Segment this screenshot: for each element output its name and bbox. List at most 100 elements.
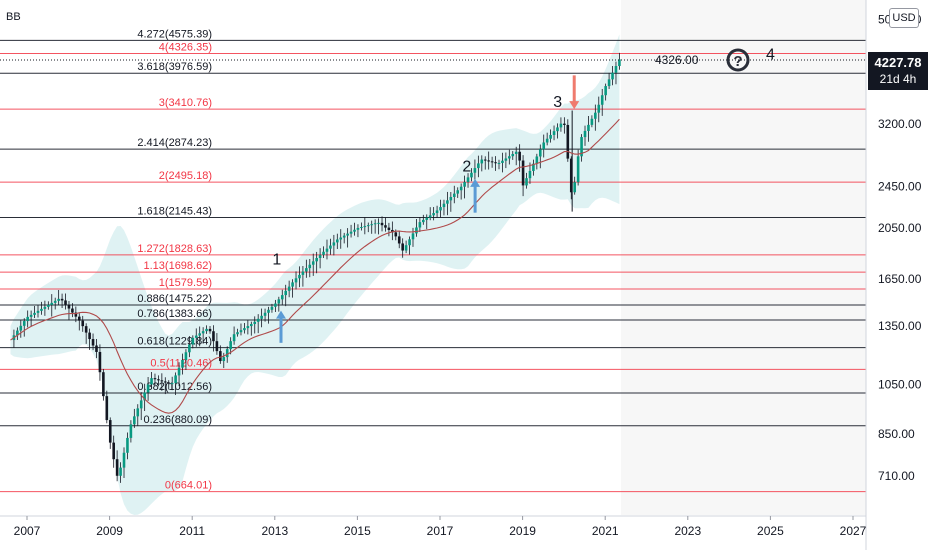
candle-body — [373, 223, 377, 225]
current-price-value: 4227.78 — [874, 55, 922, 70]
candle-body — [291, 282, 294, 287]
fib-level-label: 0.786(1383.66) — [137, 308, 212, 320]
candle-body — [607, 79, 611, 87]
candle-body — [356, 227, 360, 230]
candle-body — [439, 207, 442, 211]
candle-body — [428, 215, 432, 218]
fib-level-label: 1.618(2145.43) — [137, 205, 212, 217]
candle-body — [404, 245, 408, 251]
bar-countdown: 21d 4h — [879, 72, 917, 86]
candle-body — [256, 318, 260, 322]
time-axis[interactable]: 2007 2009 2011 2013 2015 2017 2019 2021 2023 2025… — [14, 516, 867, 538]
candle-body — [494, 162, 497, 164]
candle-body — [411, 233, 415, 240]
time-axis-label: 2017 — [427, 524, 454, 538]
candle-body — [33, 312, 36, 315]
question-circle-icon[interactable]: ? — [726, 48, 750, 72]
currency-button[interactable]: USD — [889, 8, 919, 28]
candle-body — [64, 300, 67, 305]
candle-body — [394, 232, 398, 237]
candle-body — [153, 378, 157, 380]
candle-body — [600, 95, 604, 105]
candle-body — [508, 156, 511, 159]
candle-body — [446, 200, 449, 204]
candle-body — [391, 229, 394, 233]
arrows — [275, 75, 580, 343]
wave-labels: 1 2 3 4 — [272, 46, 775, 268]
fib-level-label: 1.272(1828.63) — [137, 243, 212, 255]
candle-body — [36, 310, 40, 313]
candle-body — [452, 193, 456, 197]
candle-body — [263, 312, 267, 316]
fib-level-label: 4(4326.35) — [159, 41, 212, 53]
candle-body — [384, 225, 387, 228]
candle-body — [246, 326, 250, 329]
time-axis-label: 2009 — [96, 524, 123, 538]
candle-body — [219, 351, 222, 362]
bollinger-band-area — [10, 34, 620, 516]
candle-body — [329, 245, 332, 249]
candle-body — [143, 392, 146, 401]
price-axis-label: 1050.00 — [878, 378, 922, 392]
wave-label: 1 — [272, 252, 281, 269]
candle-body — [490, 161, 494, 163]
candle-body — [146, 384, 150, 393]
candle-body — [538, 149, 542, 157]
candle-body — [501, 160, 504, 163]
candle-body — [40, 308, 43, 311]
candle-body — [105, 396, 109, 421]
candle-body — [43, 306, 47, 309]
candle-body — [126, 437, 129, 453]
candle-body — [618, 59, 621, 67]
candle-body — [583, 130, 587, 138]
candle-body — [215, 341, 219, 352]
candle-body — [528, 170, 532, 179]
candle-body — [449, 196, 453, 201]
price-axis[interactable]: 5000.003200.002450.002050.001650.001350.… — [878, 13, 922, 483]
candle-body — [133, 416, 136, 425]
candle-body — [50, 302, 54, 305]
candle-body — [573, 182, 576, 193]
candle-body — [139, 400, 143, 409]
candle-body — [576, 156, 580, 183]
candle-body — [514, 151, 518, 154]
candle-body — [222, 357, 226, 362]
candle-body — [294, 278, 298, 283]
candle-body — [377, 222, 380, 224]
candle-body — [191, 337, 195, 345]
candle-body — [236, 332, 239, 335]
candle-body — [387, 227, 391, 230]
candle-body — [167, 382, 171, 384]
candle-body — [483, 159, 487, 161]
candle-body — [188, 344, 191, 353]
candle-body — [98, 351, 102, 373]
candle-body — [84, 326, 88, 333]
time-axis-label: 2025 — [757, 524, 784, 538]
candle-body — [177, 367, 181, 376]
candle-body — [77, 316, 81, 321]
candle-body — [339, 237, 343, 240]
fib-level-label: 0.886(1475.22) — [137, 293, 212, 305]
candle-body — [81, 320, 85, 327]
candle-body — [435, 210, 439, 214]
candle-body — [322, 251, 325, 255]
candle-body — [521, 160, 525, 186]
fib-level-label: 0.382(1012.56) — [137, 381, 212, 393]
candle-body — [466, 177, 470, 183]
candle-body — [298, 274, 301, 279]
candle-body — [556, 127, 559, 132]
candle-body — [425, 217, 429, 220]
fib-levels: 4.272(4575.39)4(4326.35) 3.618(3976.59) 3(… — [0, 28, 866, 493]
candle-body — [60, 298, 64, 301]
candle-body — [342, 235, 346, 238]
candle-body — [470, 172, 473, 178]
candle-body — [243, 328, 246, 331]
candle-body — [308, 264, 312, 269]
candle-body — [336, 239, 339, 243]
candle-body — [225, 349, 229, 358]
candle-body — [136, 408, 140, 417]
price-axis-label: 2050.00 — [878, 221, 922, 235]
candle-body — [497, 162, 501, 164]
bollinger-band — [10, 34, 620, 516]
